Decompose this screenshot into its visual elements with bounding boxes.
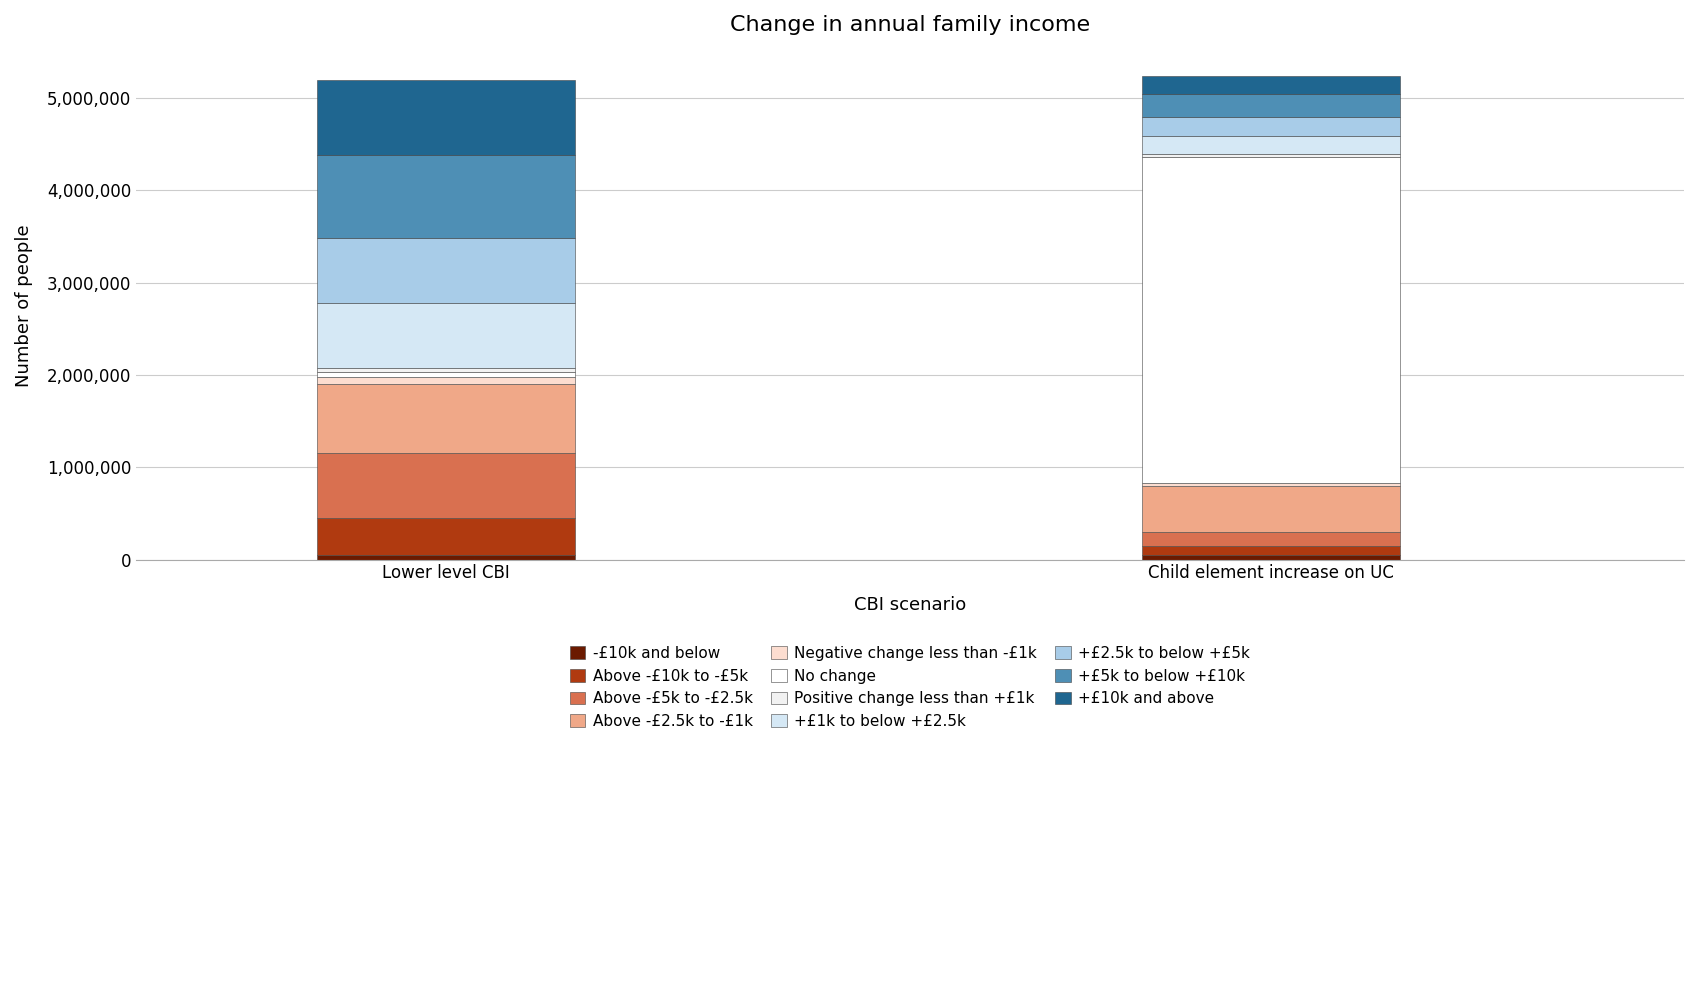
- Bar: [316, 368, 574, 373]
- Bar: [1141, 532, 1399, 546]
- Bar: [316, 303, 574, 368]
- Bar: [1141, 483, 1399, 486]
- Y-axis label: Number of people: Number of people: [15, 224, 32, 387]
- Bar: [316, 238, 574, 303]
- X-axis label: CBI scenario: CBI scenario: [854, 597, 966, 614]
- Bar: [1141, 157, 1399, 483]
- Bar: [316, 384, 574, 453]
- Bar: [316, 80, 574, 155]
- Bar: [316, 376, 574, 384]
- Bar: [1141, 486, 1399, 532]
- Bar: [1141, 76, 1399, 94]
- Bar: [1141, 555, 1399, 559]
- Bar: [316, 373, 574, 376]
- Bar: [316, 518, 574, 555]
- Bar: [1141, 94, 1399, 117]
- Bar: [316, 555, 574, 559]
- Bar: [1141, 117, 1399, 136]
- Title: Change in annual family income: Change in annual family income: [730, 15, 1090, 35]
- Bar: [1141, 136, 1399, 154]
- Bar: [1141, 546, 1399, 555]
- Bar: [1141, 154, 1399, 157]
- Legend: -£10k and below, Above -£10k to -£5k, Above -£5k to -£2.5k, Above -£2.5k to -£1k: -£10k and below, Above -£10k to -£5k, Ab…: [562, 638, 1257, 736]
- Bar: [316, 155, 574, 238]
- Bar: [316, 453, 574, 518]
